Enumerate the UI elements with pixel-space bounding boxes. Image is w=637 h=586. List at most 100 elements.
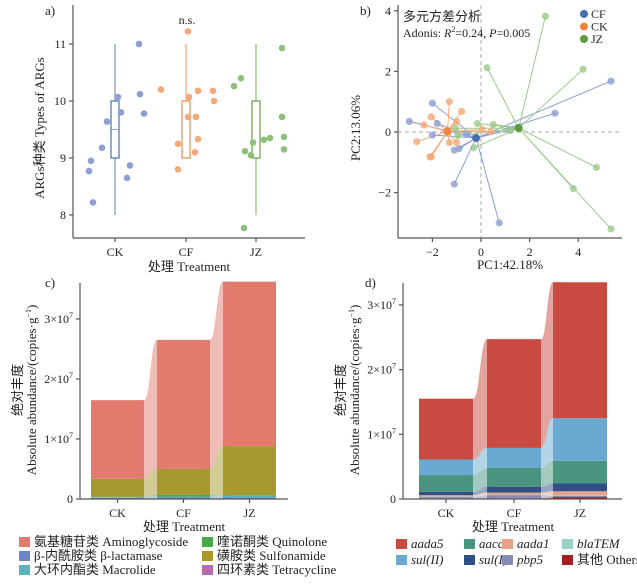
panel-label: b) — [360, 3, 371, 18]
point-CK — [478, 125, 486, 134]
ylabel-exp: −1 — [24, 309, 33, 318]
x-tick-label: −2 — [426, 245, 439, 259]
legend-marker-CF — [580, 10, 588, 18]
y-tick-label: 11 — [54, 37, 66, 51]
bar-segment — [157, 497, 210, 499]
point-CF — [174, 140, 182, 148]
tick-mantissa: 2×10 — [367, 363, 392, 377]
bar-segment — [487, 486, 541, 493]
adonis-r_val: =0.24, — [455, 26, 489, 40]
legend-swatch — [502, 555, 513, 565]
point-JZ — [249, 139, 257, 146]
y-tick-label: 0 — [390, 492, 396, 506]
y-tick-label: 1×107 — [44, 431, 73, 446]
legend-label: 其他 Others — [577, 552, 637, 567]
y-tick-label: 2×107 — [367, 362, 396, 377]
tick-exponent: 7 — [392, 426, 396, 435]
x-tick-label: CF — [179, 245, 194, 259]
ylabel-close: ) — [347, 305, 362, 309]
legend-label: JZ — [591, 32, 603, 46]
x-tick-label: 4 — [575, 245, 581, 259]
point-JZ — [241, 147, 249, 155]
bar-segment — [419, 496, 473, 498]
legend-marker-CK — [580, 22, 588, 31]
box-CF — [181, 100, 191, 159]
tick-exponent: 7 — [69, 371, 73, 380]
y-tick-label: 3×107 — [44, 311, 73, 326]
point-CK — [123, 174, 131, 182]
legend-swatch — [464, 539, 475, 549]
point-JZ — [451, 124, 460, 132]
bar-segment — [553, 460, 607, 484]
point-CK — [453, 117, 461, 125]
point-JZ — [592, 163, 601, 172]
bar-segment — [223, 495, 276, 496]
legend-swatch — [202, 565, 213, 575]
adonis-stat: Adonis: R2=0.24, P=0.005 — [403, 25, 530, 40]
legend-label: CK — [591, 20, 608, 34]
adonis-prefix: Adonis: — [403, 26, 444, 40]
point-JZ — [240, 224, 248, 232]
tick-exponent: 7 — [392, 297, 396, 306]
bar-segment — [553, 418, 607, 461]
x-tick-label: JZ — [574, 506, 586, 520]
point-CK — [420, 121, 428, 129]
legend-label: blaTEM — [577, 536, 621, 551]
point-CF — [462, 130, 471, 139]
bar-segment — [157, 496, 210, 498]
box-JZ — [251, 100, 261, 159]
point-CK — [427, 153, 435, 161]
tick-exponent: 7 — [392, 362, 396, 371]
legend-label: 大环内酯类 Macrolide — [34, 562, 156, 577]
legend-label: sul(II) — [411, 552, 444, 567]
point-CK — [136, 90, 144, 98]
point-CK — [487, 127, 495, 135]
legend-label: 四环素类 Tetracycline — [217, 562, 337, 577]
ylabel-main: Absolute abundance/(copies·g — [347, 317, 362, 475]
tick-mantissa: 1×10 — [44, 432, 69, 446]
y-axis-label-cn: 绝对丰度 — [10, 364, 25, 416]
x-tick-label: JZ — [244, 506, 256, 520]
bar-segment — [419, 495, 473, 497]
point-JZ — [266, 134, 274, 142]
legend-swatch — [19, 537, 30, 547]
y-tick-label: 8 — [60, 208, 66, 222]
point-JZ — [579, 65, 587, 73]
spoke-JZ — [493, 123, 519, 129]
x-axis-label: PC1:42.18% — [477, 257, 543, 272]
bar-segment — [553, 282, 607, 419]
tick-exponent: 7 — [69, 431, 73, 440]
legend-swatch — [464, 555, 475, 565]
spoke-JZ — [486, 67, 520, 129]
bar-segment — [419, 475, 473, 492]
point-CF — [194, 87, 202, 95]
x-axis-label: 处理 Treatment — [472, 519, 555, 534]
chart-title: 多元方差分析 — [403, 9, 481, 24]
x-tick-label: CF — [176, 506, 191, 520]
point-JZ — [569, 185, 577, 193]
x-axis-label: 处理 Treatment — [148, 259, 231, 274]
bar-segment — [91, 478, 144, 497]
tick-mantissa: 1×10 — [367, 427, 392, 441]
point-CF — [184, 28, 192, 35]
point-CK — [89, 199, 97, 206]
legend-label: sul(I) — [479, 552, 507, 567]
point-JZ — [607, 225, 615, 233]
tick-exponent: 7 — [69, 311, 73, 320]
tick-mantissa: 3×10 — [44, 312, 69, 326]
bar-segment — [91, 497, 144, 498]
bar-segment — [487, 492, 541, 495]
point-CF — [495, 219, 503, 227]
y-axis-label-cn: 绝对丰度 — [333, 364, 348, 416]
spoke-JZ — [518, 127, 612, 230]
tick-mantissa: 0 — [390, 492, 396, 506]
legend-label: CF — [591, 7, 606, 21]
point-JZ — [278, 44, 286, 52]
adonis-p_val: =0.005 — [496, 26, 530, 40]
point-JZ — [247, 151, 255, 159]
legend-swatch — [396, 539, 407, 549]
panel-label: d) — [365, 275, 376, 290]
point-JZ — [489, 120, 497, 129]
point-JZ — [470, 144, 478, 152]
